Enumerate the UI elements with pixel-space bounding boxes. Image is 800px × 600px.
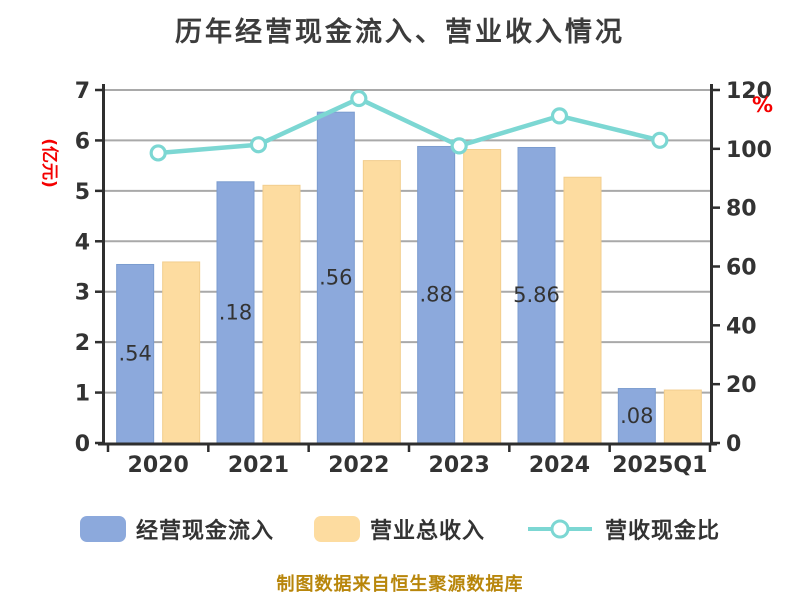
left-axis-unit-label: (亿元) <box>39 138 60 188</box>
left-tick-7: 7 <box>75 79 90 104</box>
bar-cash-inflow-2024 <box>517 146 556 444</box>
x-tick-2025Q1: 2025Q1 <box>612 453 707 478</box>
x-tick-2021: 2021 <box>228 453 289 478</box>
right-tick-80: 80 <box>726 197 757 222</box>
legend-label-total-revenue: 营业总收入 <box>369 519 485 544</box>
legend-swatch-orange <box>313 516 360 542</box>
left-tick-0: 0 <box>75 432 90 457</box>
bar-revenue-2021 <box>262 184 301 444</box>
line-marker-2025Q1 <box>651 131 669 149</box>
bar-revenue-2022 <box>362 160 401 444</box>
right-tick-0: 0 <box>726 432 741 457</box>
bar-cash-inflow-2020 <box>116 263 155 444</box>
bar-revenue-2025Q1 <box>663 389 702 444</box>
data-source-note: 制图数据来自恒生聚源数据库 <box>276 574 524 595</box>
right-tick-120: 120 <box>726 79 772 104</box>
bar-series-total-revenue <box>162 149 702 444</box>
legend-label-cash-revenue-ratio: 营收现金比 <box>605 519 721 544</box>
left-tick-5: 5 <box>75 180 90 205</box>
line-marker-2023 <box>450 137 468 155</box>
axis-tick-labels: 0 1 2 3 4 5 6 7 0 20 40 60 80 100 120 2020 2021 2022 2023 2… <box>39 79 773 478</box>
bar-value-labels: .54 .18 .56 .88 5.86 .08 <box>118 266 653 428</box>
left-tick-6: 6 <box>75 129 90 154</box>
x-tick-2024: 2024 <box>529 453 590 478</box>
chart-legend: 经营现金流入 营业总收入 营收现金比 <box>0 513 800 545</box>
bar-label-2022: .56 <box>319 266 352 290</box>
line-cash-revenue-ratio <box>155 96 663 156</box>
legend-swatch-blue <box>79 516 126 542</box>
right-axis-unit-label: % <box>752 93 773 117</box>
bar-cash-inflow-2025Q1 <box>617 388 656 444</box>
chart-title: 历年经营现金流入、营业收入情况 <box>175 17 625 48</box>
x-tick-2023: 2023 <box>429 453 490 478</box>
x-tick-2020: 2020 <box>128 453 189 478</box>
line-marker-2021 <box>249 136 268 154</box>
right-tick-20: 20 <box>726 373 757 398</box>
bar-revenue-2024 <box>563 176 602 444</box>
bar-cash-inflow-2023 <box>417 145 456 444</box>
bar-revenue-2023 <box>463 149 502 444</box>
left-tick-3: 3 <box>75 281 90 306</box>
chart-canvas: .54 .18 .56 .88 5.86 .08 0 1 2 3 4 5 6 7 0 20 40 60 80 100 1… <box>39 79 773 478</box>
legend-item-total-revenue[interactable]: 营业总收入 <box>313 513 485 545</box>
line-marker-2022 <box>350 89 368 108</box>
legend-label-operating-cash-inflow: 经营现金流入 <box>135 519 274 544</box>
legend-item-operating-cash-inflow[interactable]: 经营现金流入 <box>79 513 274 545</box>
left-tick-1: 1 <box>75 382 90 407</box>
bar-revenue-2020 <box>162 261 201 444</box>
x-tick-2022: 2022 <box>328 453 389 478</box>
bar-label-2025Q1: .08 <box>620 404 653 428</box>
line-markers <box>149 89 669 162</box>
right-tick-40: 40 <box>726 314 757 339</box>
right-tick-100: 100 <box>726 138 772 163</box>
right-tick-60: 60 <box>726 256 757 281</box>
bar-label-2024: 5.86 <box>513 283 560 307</box>
line-marker-2024 <box>550 107 569 125</box>
legend-line-marker-icon <box>528 519 592 539</box>
left-tick-4: 4 <box>75 230 90 255</box>
gridlines <box>104 89 710 394</box>
bar-cash-inflow-2021 <box>216 181 255 444</box>
bar-label-2020: .54 <box>118 342 151 366</box>
bar-label-2021: .18 <box>219 300 252 324</box>
axes <box>95 84 720 452</box>
legend-item-cash-revenue-ratio[interactable]: 营收现金比 <box>525 513 720 545</box>
line-marker-2020 <box>149 144 167 162</box>
left-tick-2: 2 <box>75 331 90 356</box>
bar-label-2023: .88 <box>419 283 452 307</box>
